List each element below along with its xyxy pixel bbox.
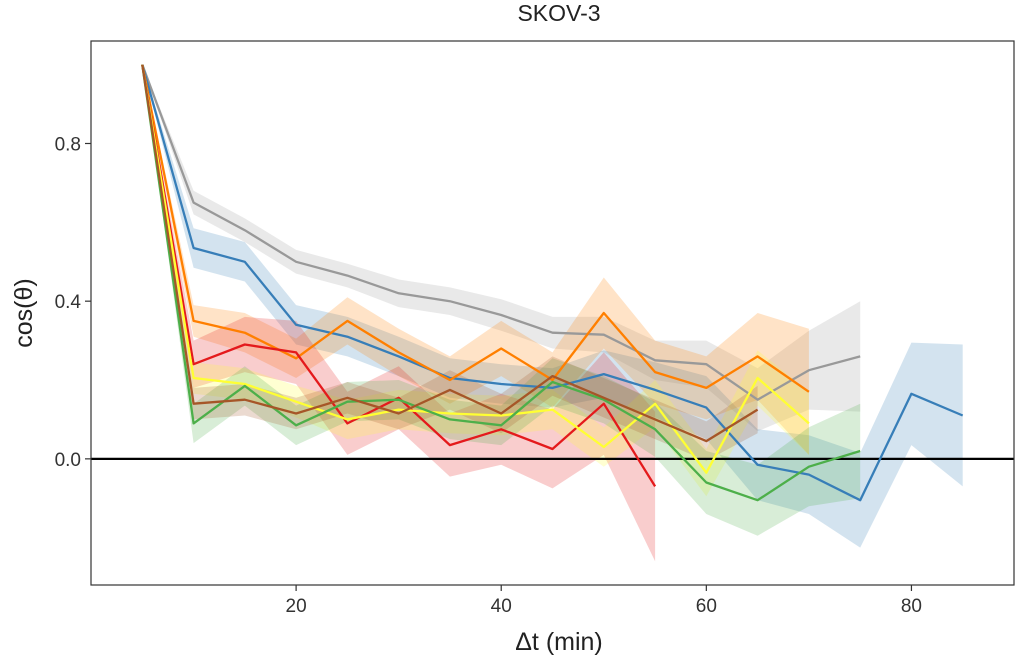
x-tick-label: 60 <box>696 596 717 617</box>
series-5-line <box>141 64 810 474</box>
y-axis-title: cos(θ) <box>10 278 38 347</box>
y-tick-label: 0.8 <box>55 134 81 155</box>
series-6-confidence-band <box>142 64 861 536</box>
series-5-confidence-band <box>142 64 809 497</box>
y-tick-label: 0.0 <box>55 450 81 471</box>
x-axis: 20 40 60 80 <box>286 585 922 617</box>
series-1-confidence-band <box>142 64 861 432</box>
series-4-confidence-band <box>142 64 656 562</box>
series-lines <box>141 64 964 502</box>
series-7-confidence-band <box>142 64 758 461</box>
x-tick-label: 40 <box>491 596 512 617</box>
y-tick-label: 0.4 <box>55 292 82 313</box>
series-2-line <box>141 64 964 502</box>
chart-title: SKOV-3 <box>517 0 600 26</box>
confidence-bands <box>142 64 963 562</box>
x-tick-label: 20 <box>286 596 307 617</box>
series-3-line <box>141 64 810 393</box>
x-tick-label: 80 <box>901 596 922 617</box>
plot-panel-border <box>90 40 1015 586</box>
series-7-line <box>141 64 759 443</box>
series-1-line <box>141 64 861 401</box>
series-6-line <box>141 64 861 502</box>
y-axis: 0.0 0.4 0.8 <box>55 134 91 471</box>
series-4-line <box>141 64 657 488</box>
x-axis-title: Δt (min) <box>515 628 603 656</box>
series-2-confidence-band <box>142 64 963 548</box>
